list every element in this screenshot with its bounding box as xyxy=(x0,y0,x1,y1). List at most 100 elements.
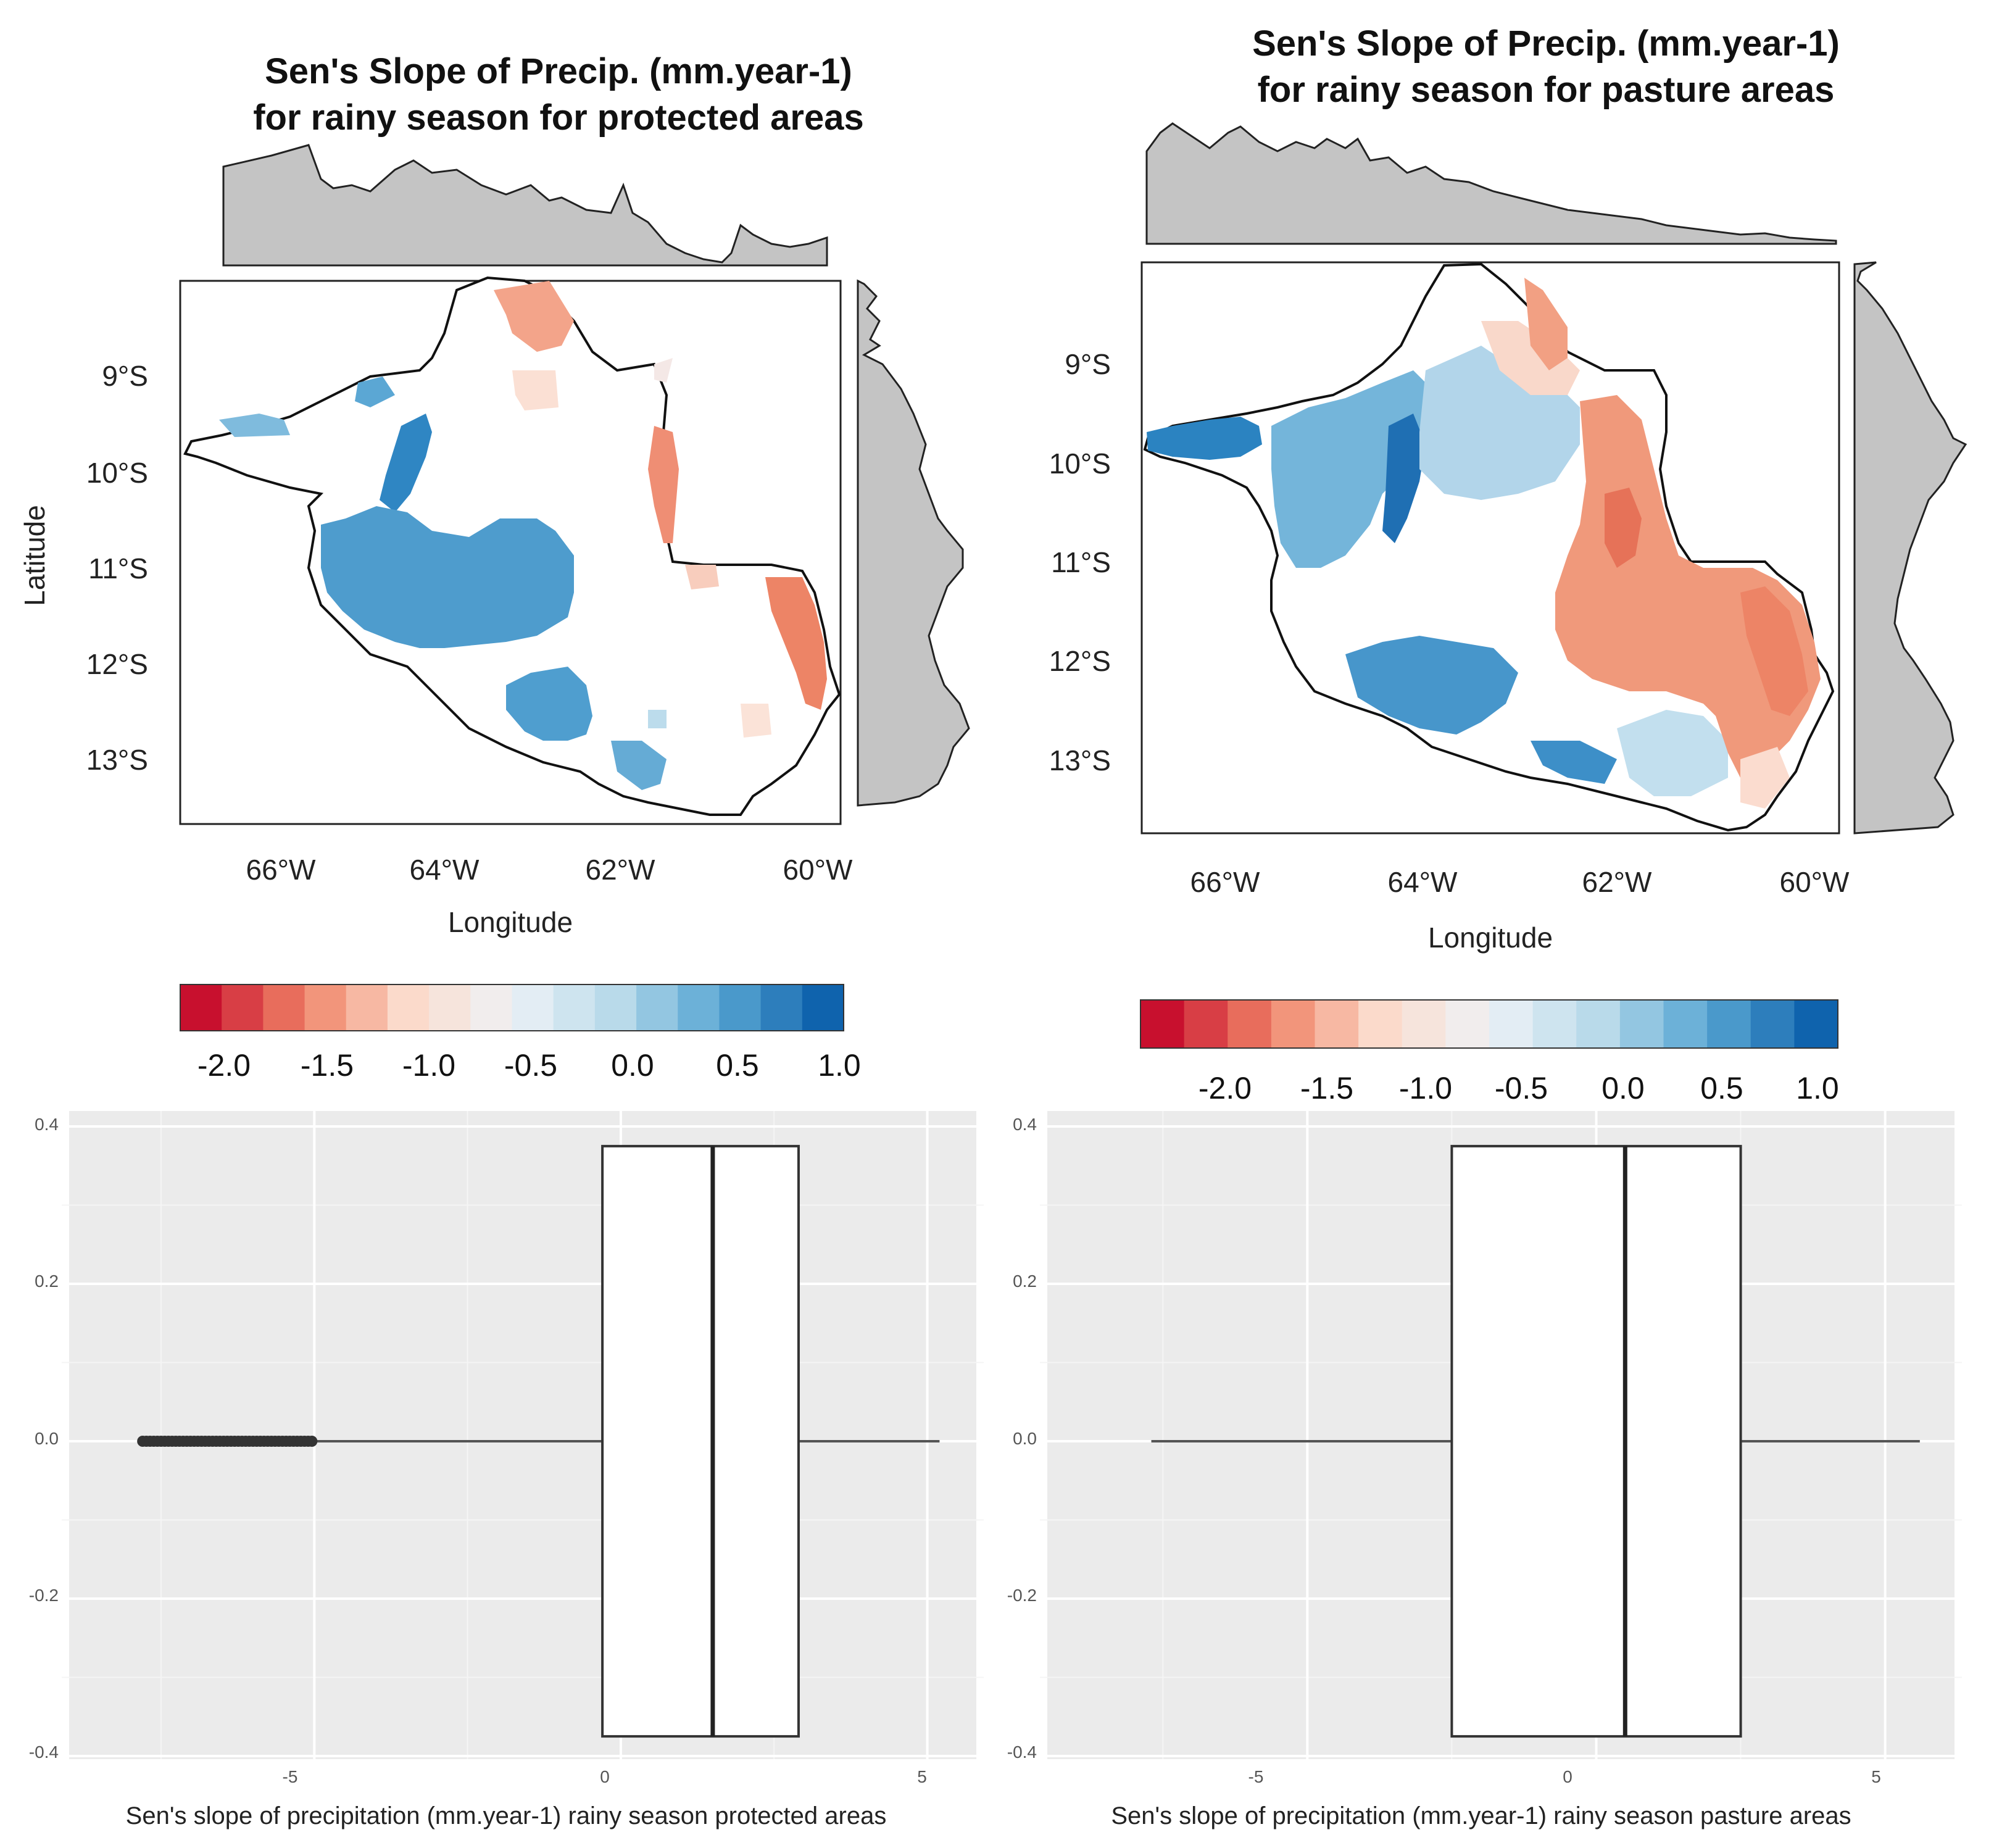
xlabel-pasture: Longitude xyxy=(1428,922,1553,954)
colorbar-bin xyxy=(1445,1000,1490,1048)
box-ytick-protected-2: 0.0 xyxy=(35,1429,59,1448)
ytick-protected-12s: 12°S xyxy=(86,648,148,680)
xlabel-protected: Longitude xyxy=(448,906,573,938)
box-outlier-point xyxy=(306,1436,318,1447)
zone-central-strong-red-pasture xyxy=(1605,488,1642,568)
zone-southeast-pale-blue-pasture xyxy=(1617,710,1728,796)
colorbar-bin xyxy=(1663,1000,1708,1048)
box-ytick-protected-3: -0.2 xyxy=(29,1586,59,1605)
box-xtick-pasture-2: 5 xyxy=(1871,1767,1881,1786)
cbtick-protected-0: -2.0 xyxy=(197,1048,251,1083)
ytick-protected-13s: 13°S xyxy=(86,744,148,776)
colorbar-pasture xyxy=(1140,999,1838,1049)
cbtick-pasture-0: -2.0 xyxy=(1198,1071,1252,1105)
xtick-protected-64w: 64°W xyxy=(410,854,480,886)
colorbar-protected xyxy=(180,984,844,1031)
colorbar-bin xyxy=(1750,1000,1795,1048)
box-xtick-protected-0: -5 xyxy=(283,1767,298,1786)
zone-nw-blue-pasture xyxy=(1271,370,1432,568)
colorbar-bin xyxy=(470,984,513,1031)
box-ytick-protected-0: 0.4 xyxy=(35,1115,59,1134)
zone-central-blue-protected xyxy=(321,506,574,648)
xtick-protected-66w: 66°W xyxy=(246,854,317,886)
y-ticks-protected: 9°S 10°S 11°S 12°S 13°S xyxy=(86,360,148,776)
colorbar-bin xyxy=(760,984,803,1031)
zone-east-red-protected xyxy=(765,577,827,710)
box-xtick-pasture-0: -5 xyxy=(1248,1767,1264,1786)
title-line2-pasture: for rainy season for pasture areas xyxy=(1258,70,1835,110)
box-xtick-pasture-1: 0 xyxy=(1563,1767,1572,1786)
zone-north-pale-red-pasture xyxy=(1481,321,1580,395)
colorbar-ticks-pasture: -2.0 -1.5 -1.0 -0.5 0.0 0.5 1.0 xyxy=(1198,1071,1839,1105)
zone-pale-red-2-protected xyxy=(512,370,559,410)
cbtick-protected-6: 1.0 xyxy=(818,1048,861,1083)
zone-east-red-pasture xyxy=(1740,586,1808,716)
ytick-protected-9s: 9°S xyxy=(102,360,148,392)
colorbar-bin xyxy=(387,984,430,1031)
positive-trend-zones-protected xyxy=(219,377,667,790)
box-ytick-protected-4: -0.4 xyxy=(29,1742,59,1762)
colorbar-bin xyxy=(594,984,637,1031)
colorbar-bin xyxy=(346,984,388,1031)
colorbar-bin xyxy=(1358,1000,1403,1048)
zone-se-blue-protected xyxy=(611,741,667,790)
box-y-ticks-protected: 0.4 0.2 0.0 -0.2 -0.4 xyxy=(29,1115,59,1762)
cbtick-protected-4: 0.0 xyxy=(611,1048,654,1083)
xtick-pasture-60w: 60°W xyxy=(1780,866,1850,898)
cbtick-pasture-5: 0.5 xyxy=(1700,1071,1743,1105)
box-iqr xyxy=(601,1144,800,1738)
marginal-density-right-protected xyxy=(857,279,970,807)
cbtick-pasture-3: -0.5 xyxy=(1495,1071,1548,1105)
panel-map-protected: Sen's Slope of Precip. (mm.year-1) for r… xyxy=(19,51,970,1083)
panel-map-pasture: Sen's Slope of Precip. (mm.year-1) for r… xyxy=(1049,23,1967,1105)
box-ytick-pasture-0: 0.4 xyxy=(1013,1115,1037,1134)
cbtick-protected-5: 0.5 xyxy=(716,1048,759,1083)
xtick-pasture-66w: 66°W xyxy=(1190,866,1261,898)
box-iqr xyxy=(1450,1144,1742,1738)
zone-south-blue-pasture xyxy=(1345,636,1518,735)
colorbar-outline xyxy=(180,984,844,1031)
x-ticks-pasture: 66°W 64°W 62°W 60°W xyxy=(1190,866,1850,898)
colorbar-outline xyxy=(1140,999,1838,1049)
x-ticks-protected: 66°W 64°W 62°W 60°W xyxy=(246,854,854,886)
box-ytick-protected-1: 0.2 xyxy=(35,1272,59,1291)
colorbar-bin xyxy=(1228,1000,1272,1048)
zone-pale-3-protected xyxy=(654,358,673,383)
zone-se-pale-red-pasture xyxy=(1740,747,1790,809)
cbtick-pasture-4: 0.0 xyxy=(1601,1071,1645,1105)
title-line2-protected: for rainy season for protected areas xyxy=(253,98,864,138)
colorbar-bin xyxy=(1489,1000,1534,1048)
marginal-density-top-pasture xyxy=(1145,122,1837,245)
negative-trend-zones-pasture xyxy=(1481,278,1821,809)
box-xtick-protected-2: 5 xyxy=(917,1767,927,1786)
zone-ne-red-protected xyxy=(648,426,679,543)
colorbar-bin xyxy=(429,984,471,1031)
zone-pale-red-3-protected xyxy=(741,704,771,738)
xtick-pasture-62w: 62°W xyxy=(1582,866,1653,898)
colorbar-bin xyxy=(1315,1000,1359,1048)
zone-west-blue-pasture xyxy=(1147,417,1262,460)
colorbar-bin xyxy=(1576,1000,1621,1048)
box-x-ticks-pasture: -5 0 5 xyxy=(1248,1767,1881,1786)
colorbar-bin xyxy=(304,984,347,1031)
colorbar-bin xyxy=(553,984,596,1031)
zone-diag-blue-pasture xyxy=(1382,414,1426,543)
box-xlabel-protected: Sen's slope of precipitation (mm.year-1)… xyxy=(126,1802,887,1829)
marginal-density-top-protected xyxy=(222,144,828,267)
zone-south-blue-protected xyxy=(506,667,592,741)
ytick-pasture-9s: 9°S xyxy=(1065,348,1111,380)
ytick-pasture-10s: 10°S xyxy=(1049,447,1111,480)
box-ytick-pasture-1: 0.2 xyxy=(1013,1272,1037,1291)
cbtick-pasture-6: 1.0 xyxy=(1796,1071,1839,1105)
zone-pale-red-1-protected xyxy=(685,565,719,589)
box-xlabel-pasture: Sen's slope of precipitation (mm.year-1)… xyxy=(1111,1802,1851,1829)
negative-trend-zones-protected xyxy=(494,281,827,738)
zone-pale-blue-protected xyxy=(648,710,667,728)
colorbar-bin xyxy=(180,984,222,1031)
panel-box-pasture: 0.4 0.2 0.0 -0.2 -0.4 -5 0 5 Sen's slope… xyxy=(1007,1111,1962,1829)
title-line1-pasture: Sen's Slope of Precip. (mm.year-1) xyxy=(1252,23,1840,64)
colorbar-bin xyxy=(1140,1000,1185,1048)
cbtick-protected-3: -0.5 xyxy=(504,1048,557,1083)
box-y-ticks-pasture: 0.4 0.2 0.0 -0.2 -0.4 xyxy=(1007,1115,1037,1762)
colorbar-bin xyxy=(636,984,678,1031)
